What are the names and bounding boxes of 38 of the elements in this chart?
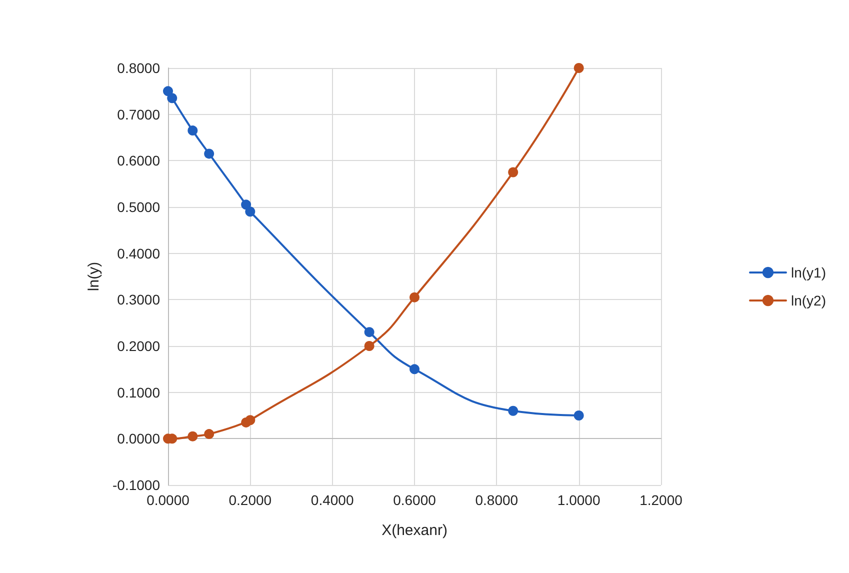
x-tick-label: 0.0000 (146, 492, 190, 508)
x-tick-label: 0.4000 (310, 492, 354, 508)
x-tick-label: 0.2000 (228, 492, 272, 508)
y-tick-label: 0.5000 (117, 199, 160, 215)
point (410, 292, 420, 302)
point (364, 341, 374, 351)
y-axis-title: ln(y) (86, 262, 103, 292)
point (508, 167, 518, 178)
x-tick-label: 0.6000 (393, 492, 436, 508)
point (574, 410, 584, 420)
y-tick-label: 0.2000 (117, 338, 160, 354)
y-tick-label: -0.1000 (112, 477, 160, 493)
x-tick-label: 1.0000 (557, 492, 600, 508)
point (241, 200, 252, 210)
y-tick-label: 0.1000 (117, 384, 160, 400)
x-tick-label: 1.2000 (640, 492, 683, 508)
point (167, 93, 178, 104)
point (163, 86, 173, 96)
y-tick-label: 0.6000 (117, 152, 160, 169)
y-tick-label: 0.8000 (117, 60, 160, 76)
point (188, 431, 198, 442)
point (245, 206, 256, 217)
x-axis-title: X(hexanr) (382, 522, 448, 539)
legend-label: ln(y2) (790, 292, 826, 308)
point (204, 148, 214, 159)
legend-label: ln(y1) (790, 264, 826, 280)
y-tick-label: 0.4000 (117, 245, 160, 262)
y-tick-label: 0.0000 (117, 430, 160, 447)
point (574, 63, 584, 73)
y-tick-label: 0.7000 (117, 106, 160, 122)
y-tick-label: 0.3000 (117, 292, 160, 308)
point (188, 126, 198, 136)
point (245, 415, 256, 426)
x-tick-label: 0.8000 (475, 492, 518, 508)
point (508, 406, 518, 416)
point (204, 429, 214, 440)
point (410, 364, 420, 374)
point (364, 327, 374, 338)
